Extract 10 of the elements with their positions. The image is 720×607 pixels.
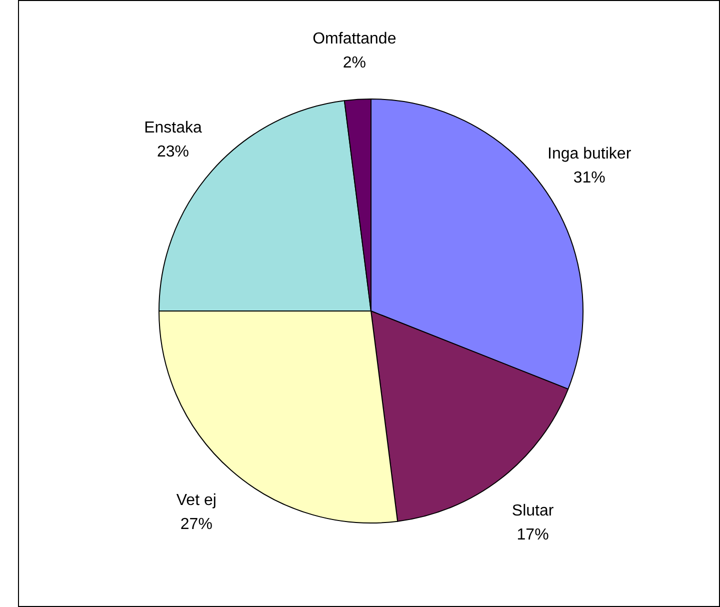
slice-label: Slutar	[512, 502, 554, 520]
slice-label: Inga butiker	[548, 146, 632, 163]
slice-label: Omfattande	[312, 30, 396, 48]
data-label: 2%	[342, 54, 366, 72]
data-label: 31%	[573, 170, 606, 187]
data-label: 17%	[516, 526, 549, 544]
slice-label: Vet ej	[176, 492, 216, 510]
slice-label: Enstaka	[144, 119, 202, 136]
data-label: 23%	[156, 143, 189, 160]
data-label: 27%	[180, 516, 212, 534]
